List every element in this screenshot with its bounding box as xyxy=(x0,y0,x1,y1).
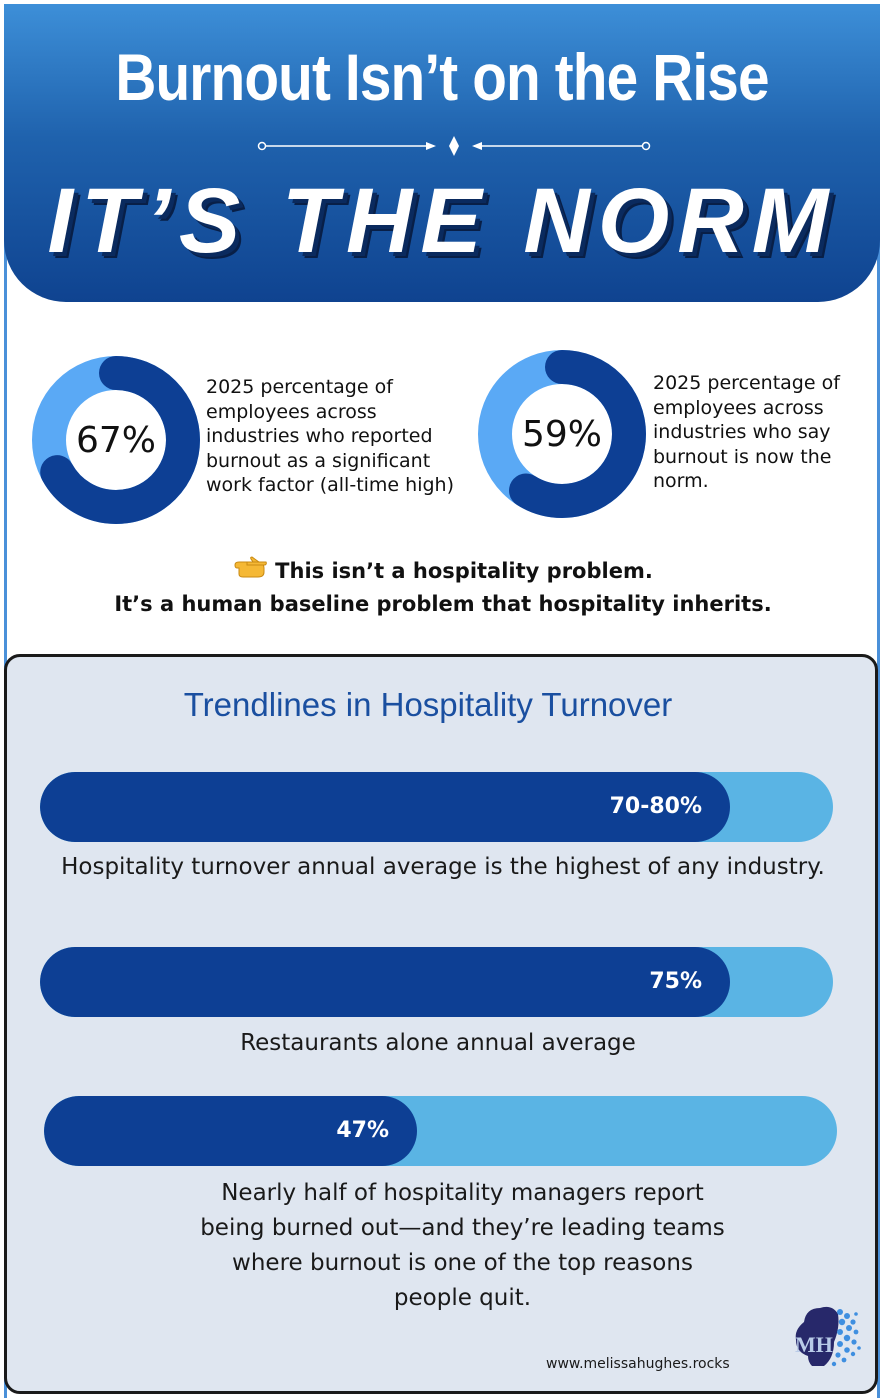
callout-line-2: It’s a human baseline problem that hospi… xyxy=(114,592,772,616)
footer-url: www.melissahughes.rocks xyxy=(546,1356,730,1372)
bar-label-3: 47% xyxy=(336,1118,389,1143)
page-subtitle: IT’S THE NORM xyxy=(47,170,837,272)
header-banner: Burnout Isn’t on the Rise IT’S THE NORM xyxy=(4,4,880,302)
bar-label-2: 75% xyxy=(649,969,702,994)
stat-description-2: 2025 percentage of employees across indu… xyxy=(653,372,840,492)
page-title: Burnout Isn’t on the Rise xyxy=(115,40,769,114)
brain-logo-icon: MH xyxy=(795,1306,861,1367)
stat-value-1: 67% xyxy=(75,419,156,461)
bar-fill-2 xyxy=(40,947,730,1017)
chart-title: Trendlines in Hospitality Turnover xyxy=(183,686,673,723)
donut-chart-2 xyxy=(478,350,646,518)
bar-track-3: 47% xyxy=(44,1096,837,1166)
bar-description-2: Restaurants alone annual average xyxy=(240,1030,636,1056)
donut-chart-1 xyxy=(32,356,200,524)
bar-fill-1 xyxy=(40,772,730,842)
donut-arc-1 xyxy=(32,356,200,524)
ornament-divider xyxy=(257,136,651,156)
bar-fill-3 xyxy=(44,1096,417,1166)
bar-track-2: 75% xyxy=(40,947,833,1017)
bar-label-1: 70-80% xyxy=(609,794,702,819)
stat-donut-1: 67% xyxy=(26,350,206,530)
callout-line-1: This isn’t a hospitality problem. xyxy=(0,556,886,583)
logo-text: MH xyxy=(795,1332,833,1357)
callout-text-1: This isn’t a hospitality problem. xyxy=(275,559,653,583)
stat-value-2: 59% xyxy=(521,413,602,455)
stat-description-1: 2025 percentage of employees across indu… xyxy=(206,376,454,496)
bar-description-1: Hospitality turnover annual average is t… xyxy=(61,854,825,880)
bar-description-3: Nearly half of hospitality managers repo… xyxy=(200,1180,725,1311)
pointing-hand-icon xyxy=(233,556,267,583)
stat-donut-2: 59% xyxy=(472,344,652,524)
bar-track-1: 70-80% xyxy=(40,772,833,842)
donut-arc-2 xyxy=(478,350,646,518)
